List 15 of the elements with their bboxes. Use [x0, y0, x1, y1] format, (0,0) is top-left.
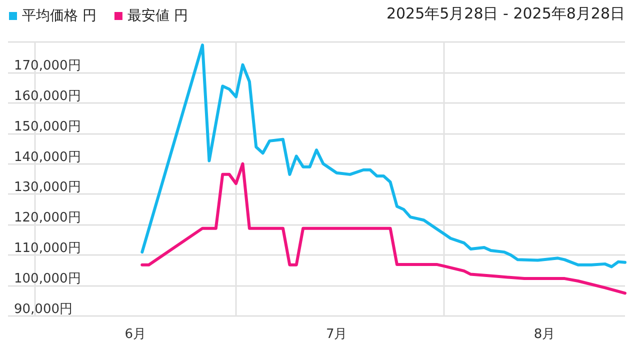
x-tick-label: 8月 [534, 327, 556, 342]
legend-label: 最安値 円 [127, 8, 188, 24]
legend-label: 平均価格 円 [22, 8, 96, 24]
y-tick-label: 90,000円 [14, 302, 72, 317]
y-tick-label: 140,000円 [14, 150, 81, 165]
y-tick-label: 160,000円 [14, 88, 81, 104]
text: 2025年5月28日 - 2025年8月28日 [386, 4, 626, 22]
y-tick-label: 170,000円 [14, 58, 81, 74]
y-tick-label: 110,000円 [14, 241, 81, 256]
x-tick-label: 7月 [326, 327, 348, 342]
y-tick-label: 130,000円 [14, 180, 81, 196]
x-tick-label: 6月 [124, 327, 146, 342]
y-tick-label: 150,000円 [14, 119, 81, 134]
y-tick-label: 100,000円 [14, 272, 81, 287]
y-tick-label: 120,000円 [14, 210, 81, 226]
